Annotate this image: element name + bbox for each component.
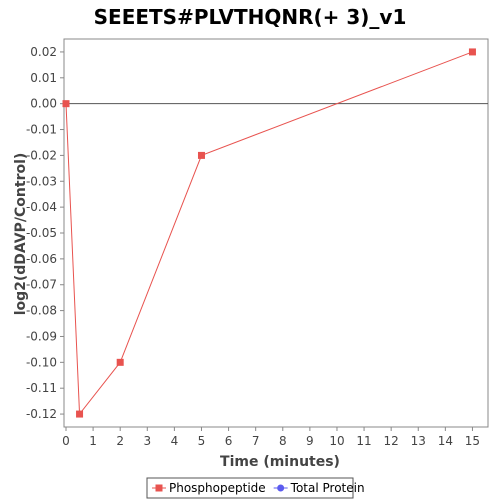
y-tick-label: -0.05 (26, 226, 57, 240)
x-tick-label: 5 (198, 434, 206, 448)
y-tick-label: 0.00 (30, 97, 57, 111)
x-tick-label: 12 (384, 434, 399, 448)
y-tick-label: -0.02 (26, 148, 57, 162)
y-tick-label: -0.09 (26, 329, 57, 343)
y-tick-label: -0.10 (26, 355, 57, 369)
y-axis-label: log2(dDAVP/Control) (13, 153, 29, 316)
series-layer (62, 48, 476, 418)
legend-label: Total Protein (290, 481, 365, 495)
x-tick-label: 8 (279, 434, 287, 448)
x-tick-label: 3 (143, 434, 151, 448)
y-tick-label: -0.04 (26, 200, 57, 214)
chart-title: SEEETS#PLVTHQNR(+ 3)_v1 (94, 5, 407, 29)
plot-area (63, 38, 489, 428)
y-tick-label: -0.12 (26, 407, 57, 421)
y-tick-label: -0.03 (26, 174, 57, 188)
y-tick-label: -0.08 (26, 304, 57, 318)
x-tick-label: 4 (171, 434, 179, 448)
data-point (116, 358, 124, 366)
x-tick-label: 6 (225, 434, 233, 448)
x-tick-label: 7 (252, 434, 260, 448)
legend-label: Phosphopeptide (169, 481, 266, 495)
legend-swatch-marker (277, 484, 285, 492)
x-tick-label: 13 (411, 434, 426, 448)
x-tick-label: 0 (62, 434, 70, 448)
x-tick-label: 15 (465, 434, 480, 448)
y-tick-label: 0.02 (30, 45, 57, 59)
x-tick-label: 14 (438, 434, 453, 448)
x-axis-ticks: 0 1 2 3 4 5 6 7 8 9 10 11 12 13 14 15 (62, 427, 480, 448)
data-point (197, 151, 205, 159)
y-tick-label: -0.07 (26, 278, 57, 292)
y-tick-label: -0.06 (26, 252, 57, 266)
x-tick-label: 10 (329, 434, 344, 448)
x-tick-label: 1 (89, 434, 97, 448)
x-tick-label: 2 (116, 434, 124, 448)
data-point (62, 100, 70, 108)
data-point (76, 410, 84, 418)
y-tick-label: 0.01 (30, 71, 57, 85)
y-tick-label: -0.11 (26, 381, 57, 395)
legend: Phosphopeptide Total Protein (146, 477, 365, 499)
y-axis-ticks: 0.02 0.01 0.00 -0.01 -0.02 -0.03 -0.04 -0.05 -0.… (26, 45, 64, 421)
y-tick-label: -0.01 (26, 123, 57, 137)
x-tick-label: 11 (356, 434, 371, 448)
legend-box (146, 477, 354, 499)
x-tick-label: 9 (306, 434, 314, 448)
data-point (468, 48, 476, 56)
legend-swatch-marker (155, 484, 163, 492)
legend-items: Phosphopeptide Total Protein (152, 481, 365, 495)
x-axis-label: Time (minutes) (220, 454, 340, 470)
